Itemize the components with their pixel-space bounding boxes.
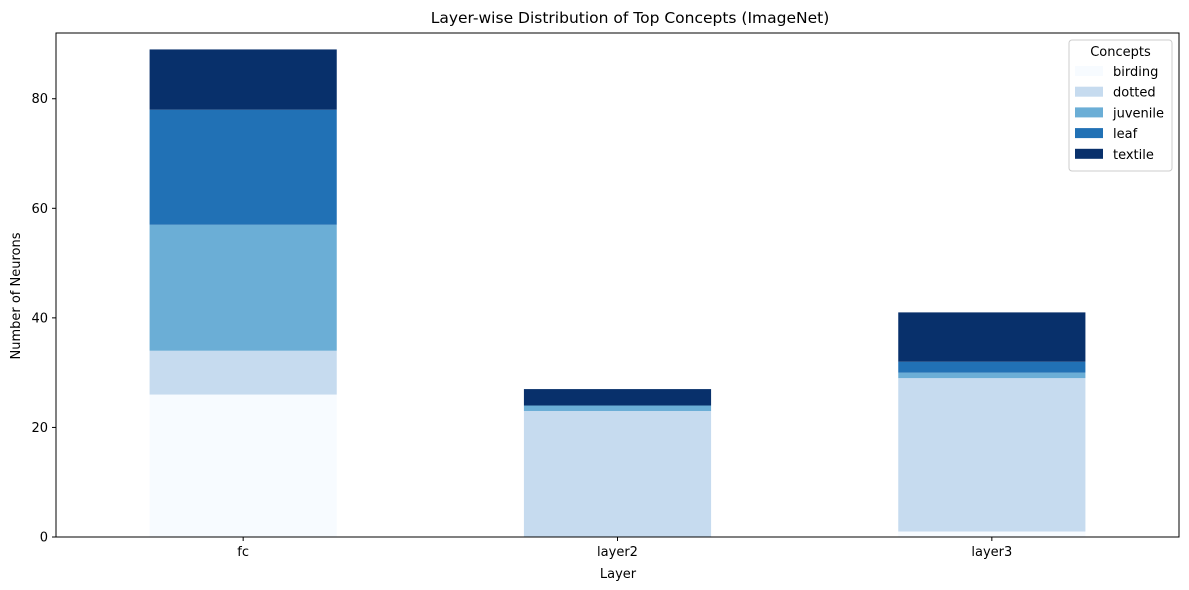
bar-juvenile-fc: [149, 224, 337, 351]
y-tick-label-40: 40: [31, 311, 48, 326]
plot-frame: [55, 32, 1180, 538]
legend-swatch-juvenile: [1075, 107, 1103, 118]
legend-label-textile: textile: [1113, 148, 1154, 163]
bar-birding-layer3: [898, 531, 1086, 537]
bar-dotted-layer3: [898, 378, 1086, 532]
legend-swatch-textile: [1075, 148, 1103, 159]
legend: Concepts birding dotted juvenile leaf textile: [1068, 39, 1173, 172]
bar-textile-layer2: [523, 389, 712, 406]
axes-group: fc layer2 layer3 0 20 40 60 80: [31, 32, 1180, 560]
chart-title: Layer-wise Distribution of Top Concepts …: [431, 9, 830, 27]
bar-leaf-fc: [149, 109, 337, 225]
x-axis-title: Layer: [600, 567, 637, 582]
x-tick-label-layer3: layer3: [971, 545, 1012, 560]
y-tick-label-60: 60: [31, 202, 48, 217]
y-tick-label-0: 0: [40, 531, 48, 546]
bar-birding-fc: [149, 394, 337, 537]
legend-label-birding: birding: [1113, 65, 1158, 80]
legend-swatch-dotted: [1075, 86, 1103, 97]
bar-leaf-layer3: [898, 361, 1086, 373]
bar-juvenile-layer3: [898, 372, 1086, 379]
x-tick-label-fc: fc: [237, 545, 249, 560]
bar-dotted-layer2: [523, 411, 712, 537]
y-tick-label-20: 20: [31, 421, 48, 436]
y-tick-label-80: 80: [31, 92, 48, 107]
bars-group: [149, 49, 1086, 537]
bar-textile-fc: [149, 49, 337, 110]
legend-swatch-leaf: [1075, 128, 1103, 139]
bar-dotted-fc: [149, 350, 337, 395]
bar-textile-layer3: [898, 312, 1086, 362]
y-axis-title: Number of Neurons: [9, 232, 24, 359]
bar-juvenile-layer2: [523, 405, 712, 411]
legend-title: Concepts: [1090, 45, 1151, 60]
x-tick-label-layer2: layer2: [597, 545, 638, 560]
legend-label-dotted: dotted: [1113, 86, 1156, 101]
legend-label-leaf: leaf: [1113, 127, 1138, 142]
legend-label-juvenile: juvenile: [1112, 106, 1164, 121]
legend-swatch-birding: [1075, 66, 1103, 76]
